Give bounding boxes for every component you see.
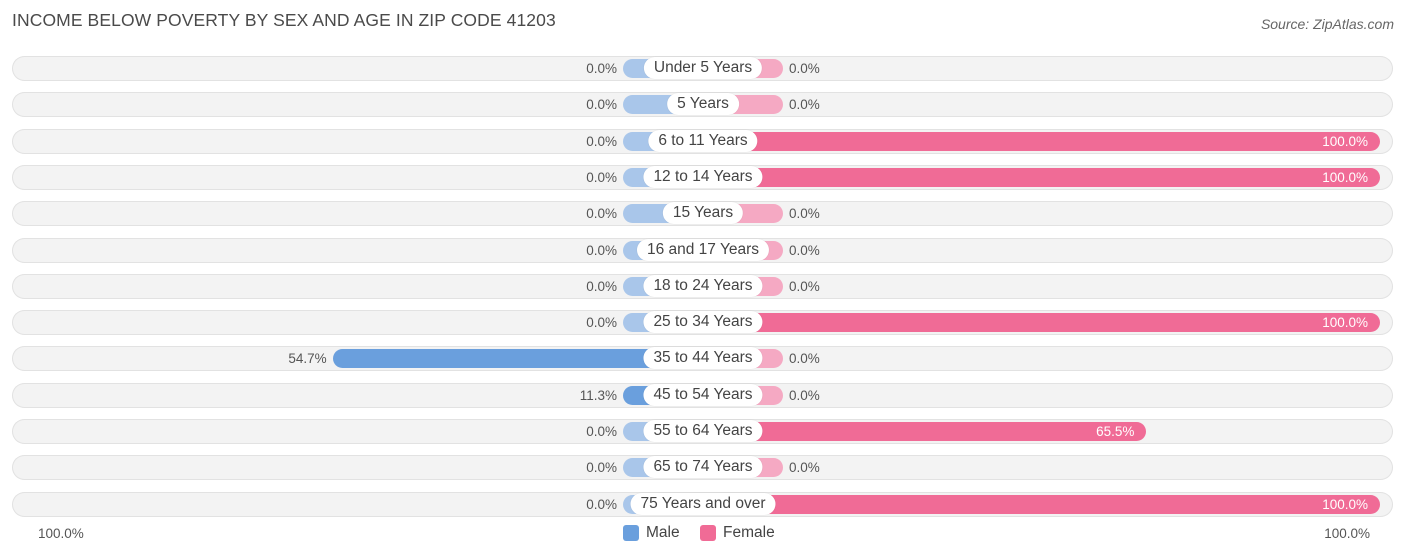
value-label-male: 0.0% [586, 243, 617, 258]
source-label: Source: ZipAtlas.com [1260, 16, 1394, 32]
value-label-female: 0.0% [789, 206, 820, 221]
value-label-female: 0.0% [789, 97, 820, 112]
category-label: 12 to 14 Years [643, 166, 763, 188]
category-label: 6 to 11 Years [648, 130, 758, 152]
category-label: 16 and 17 Years [636, 239, 770, 261]
category-label: 15 Years [662, 202, 744, 224]
value-label-male: 0.0% [586, 170, 617, 185]
axis-right-label: 100.0% [1324, 526, 1370, 541]
value-label-male: 11.3% [579, 388, 617, 403]
legend-label-male: Male [646, 524, 680, 541]
value-label-female: 100.0% [1322, 315, 1368, 330]
value-label-female: 0.0% [789, 388, 820, 403]
legend-item-female: Female [700, 524, 775, 542]
category-label: 5 Years [667, 93, 739, 115]
axis-left-label: 100.0% [38, 526, 84, 541]
category-label: 45 to 54 Years [643, 384, 763, 406]
value-label-male: 0.0% [586, 497, 617, 512]
category-label: 75 Years and over [630, 493, 776, 515]
value-label-female: 100.0% [1322, 134, 1368, 149]
legend: Male Female [0, 524, 1406, 544]
bar-female [703, 422, 1147, 441]
value-label-male: 0.0% [586, 61, 617, 76]
category-label: 25 to 34 Years [643, 311, 763, 333]
category-label: 55 to 64 Years [643, 420, 763, 442]
value-label-female: 65.5% [1096, 424, 1135, 439]
category-label: 65 to 74 Years [643, 456, 763, 478]
category-label: 35 to 44 Years [643, 347, 763, 369]
value-label-male: 54.7% [288, 351, 327, 366]
bar-female [703, 495, 1380, 514]
value-label-male: 0.0% [586, 279, 617, 294]
category-label: Under 5 Years [643, 57, 763, 79]
legend-swatch-female [700, 525, 716, 541]
value-label-female: 0.0% [789, 61, 820, 76]
legend-label-female: Female [723, 524, 775, 541]
bar-male [332, 349, 703, 368]
value-label-female: 0.0% [789, 351, 820, 366]
value-label-female: 0.0% [789, 460, 820, 475]
value-label-female: 100.0% [1322, 497, 1368, 512]
value-label-male: 0.0% [586, 134, 617, 149]
value-label-male: 0.0% [586, 460, 617, 475]
chart-title: INCOME BELOW POVERTY BY SEX AND AGE IN Z… [12, 10, 556, 30]
bar-female [703, 168, 1380, 187]
value-label-male: 0.0% [586, 424, 617, 439]
legend-swatch-male [623, 525, 639, 541]
value-label-male: 0.0% [586, 315, 617, 330]
value-label-female: 100.0% [1322, 170, 1368, 185]
bar-female [703, 132, 1380, 151]
value-label-male: 0.0% [586, 97, 617, 112]
value-label-female: 0.0% [789, 279, 820, 294]
value-label-male: 0.0% [586, 206, 617, 221]
value-label-female: 0.0% [789, 243, 820, 258]
legend-item-male: Male [623, 524, 680, 542]
bar-female [703, 313, 1380, 332]
category-label: 18 to 24 Years [643, 275, 763, 297]
